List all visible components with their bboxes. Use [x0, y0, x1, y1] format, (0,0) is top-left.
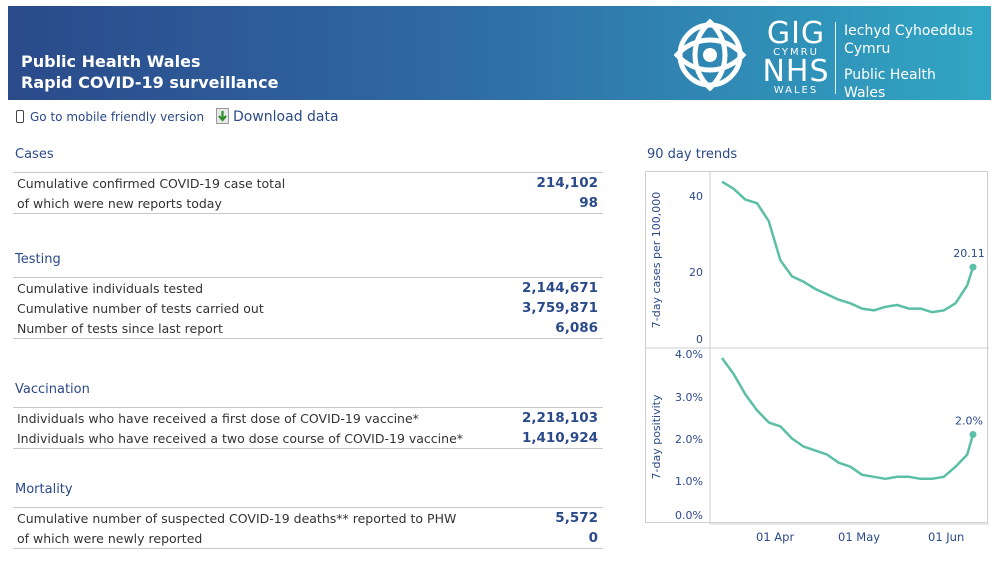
page-header: Public Health Wales Rapid COVID-19 surve…: [8, 6, 991, 101]
x-tick: 01 May: [838, 530, 881, 544]
chart2-series-line: [720, 357, 975, 481]
chart2-y-tick: 4.0%: [675, 348, 703, 361]
row-value: 98: [579, 195, 598, 211]
download-data-link[interactable]: Download data: [216, 108, 339, 125]
chart1-y-axis-label: 7-day cases per 100,000: [650, 192, 663, 328]
vaccination-section-title: Vaccination: [15, 382, 90, 397]
chart1-y-tick: 40: [689, 190, 703, 203]
row-label: of which were new reports today: [17, 196, 222, 211]
chart1-y-tick: 0: [696, 333, 703, 346]
row-label: Cumulative individuals tested: [17, 281, 204, 296]
x-tick: 01 Jun: [928, 530, 965, 544]
org-line-1: Iechyd Cyhoeddus: [844, 23, 973, 39]
org-name: Iechyd Cyhoeddus Cymru Public Health Wal…: [844, 22, 973, 102]
vaccination-table: Individuals who have received a first do…: [13, 407, 603, 449]
table-row: Individuals who have received a two dose…: [13, 428, 603, 448]
table-row: Individuals who have received a first do…: [13, 408, 603, 428]
row-value: 2,144,671: [521, 280, 598, 296]
org-line-2: Cymru: [844, 41, 891, 57]
cases-section-title: Cases: [15, 147, 54, 162]
logo-divider: [835, 22, 836, 94]
row-label: of which were newly reported: [17, 531, 203, 546]
row-label: Number of tests since last report: [17, 321, 223, 336]
row-value: 2,218,103: [521, 410, 598, 426]
row-value: 5,572: [555, 510, 598, 526]
row-label: Cumulative confirmed COVID-19 case total: [17, 176, 286, 191]
download-icon: [216, 108, 229, 124]
row-label: Cumulative number of suspected COVID-19 …: [17, 511, 457, 526]
mobile-link-label: Go to mobile friendly version: [30, 110, 205, 124]
logo-cymru: CYMRU: [773, 47, 819, 58]
mobile-version-link[interactable]: Go to mobile friendly version: [16, 110, 204, 124]
chart1-series-line: [721, 180, 975, 314]
cases-table: Cumulative confirmed COVID-19 case total…: [13, 172, 603, 214]
row-label: Individuals who have received a two dose…: [17, 431, 464, 446]
table-row: of which were new reports today 98: [13, 193, 603, 213]
org-line-4: Wales: [844, 85, 886, 101]
row-value: 0: [588, 530, 598, 546]
title-line-1: Public Health Wales: [21, 52, 201, 71]
x-tick: 01 Apr: [756, 530, 795, 544]
chart1-y-tick: 20: [689, 266, 703, 279]
table-row: Cumulative number of tests carried out 3…: [13, 298, 603, 318]
table-row: Cumulative individuals tested 2,144,671: [13, 278, 603, 298]
row-value: 6,086: [555, 320, 598, 336]
table-row: Number of tests since last report 6,086: [13, 318, 603, 338]
gig-cymru-nhs-wales-mark: GIG CYMRU NHS WALES: [762, 16, 830, 96]
trend-charts-svg: 7-day cases per 100,000 7-day positivity…: [646, 172, 989, 525]
phone-icon: [16, 110, 24, 123]
mortality-section-title: Mortality: [15, 482, 73, 497]
table-row: of which were newly reported 0: [13, 528, 603, 548]
mortality-table: Cumulative number of suspected COVID-19 …: [13, 507, 603, 549]
logo-gig: GIG: [766, 16, 826, 51]
chart2-y-tick: 3.0%: [675, 391, 703, 404]
testing-section-title: Testing: [15, 252, 61, 267]
title-line-2: Rapid COVID-19 surveillance: [21, 73, 279, 92]
chart2-last-point: [969, 431, 977, 438]
x-axis: 01 Apr 01 May 01 Jun: [645, 529, 988, 547]
download-link-label: Download data: [233, 109, 339, 125]
chart1-last-value-label: 20.11: [953, 247, 985, 260]
chart1-last-point: [969, 263, 977, 271]
org-line-3: Public Health: [844, 67, 936, 83]
row-value: 214,102: [536, 175, 599, 191]
testing-table: Cumulative individuals tested 2,144,671 …: [13, 277, 603, 339]
chart2-y-axis-label: 7-day positivity: [650, 394, 663, 479]
row-value: 3,759,871: [521, 300, 598, 316]
chart2-y-tick: 2.0%: [675, 433, 703, 446]
table-row: Cumulative confirmed COVID-19 case total…: [13, 173, 603, 193]
logo-wales: WALES: [773, 85, 819, 96]
row-value: 1,410,924: [521, 430, 598, 446]
chart2-last-value-label: 2.0%: [955, 415, 983, 428]
row-label: Individuals who have received a first do…: [17, 411, 419, 426]
phw-logo: GIG CYMRU NHS WALES Iechyd Cyhoeddus Cym…: [660, 14, 990, 101]
trend-charts: 7-day cases per 100,000 7-day positivity…: [645, 171, 989, 525]
row-label: Cumulative number of tests carried out: [17, 301, 264, 316]
celtic-knot-icon: [673, 18, 747, 92]
logo-nhs: NHS: [762, 54, 830, 89]
page-title: Public Health Wales Rapid COVID-19 surve…: [21, 51, 278, 93]
chart2-y-tick: 0.0%: [675, 509, 703, 522]
table-row: Cumulative number of suspected COVID-19 …: [13, 508, 603, 528]
trends-title: 90 day trends: [647, 147, 738, 162]
chart2-y-tick: 1.0%: [675, 475, 703, 488]
